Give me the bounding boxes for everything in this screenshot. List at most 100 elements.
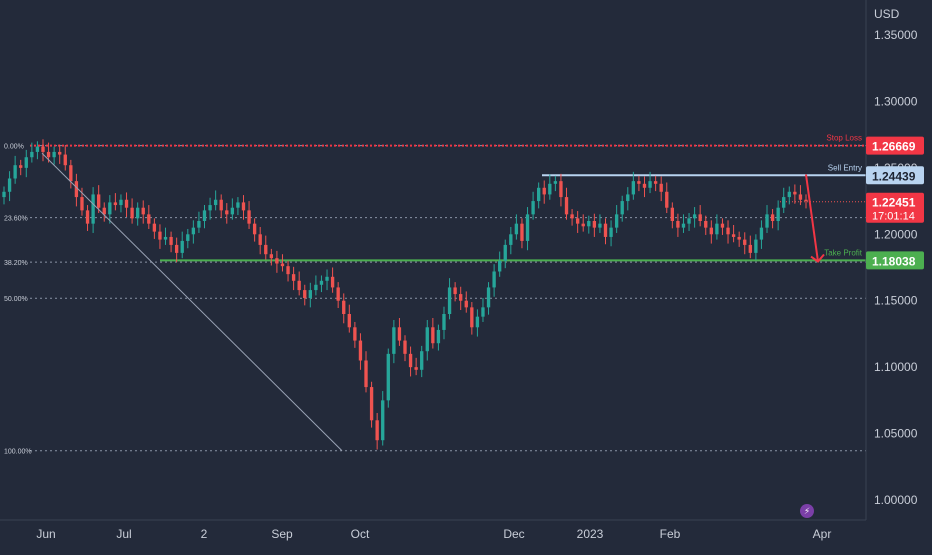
- candle-body: [342, 300, 346, 314]
- candle-body: [631, 181, 636, 195]
- candle-body: [748, 244, 752, 253]
- candle-body: [230, 207, 235, 215]
- candle-body: [7, 178, 12, 192]
- candle-body: [381, 400, 385, 441]
- candle-body: [174, 244, 179, 253]
- x-tick-label: Jun: [36, 527, 55, 541]
- y-tick-label: 1.20000: [874, 227, 918, 241]
- candle-body: [665, 191, 669, 208]
- price-axis: USD1.350001.300001.250001.200001.150001.…: [865, 0, 932, 550]
- candle-body: [336, 287, 340, 301]
- candle-body: [63, 154, 67, 166]
- candle-body: [575, 218, 580, 224]
- candle-body: [464, 300, 468, 308]
- fib-trend-line[interactable]: [41, 152, 343, 452]
- candle-body: [30, 151, 34, 158]
- x-tick-label: Dec: [503, 527, 524, 541]
- candle-body: [191, 227, 196, 235]
- trade-levels: Stop Loss Sell Entry Take Profit: [30, 134, 866, 262]
- current-price-tag[interactable]: [866, 192, 924, 223]
- candle-body: [397, 327, 402, 341]
- candle-body: [564, 197, 569, 215]
- candle-body: [130, 207, 134, 219]
- candle-body: [147, 214, 151, 224]
- candle-body: [91, 194, 95, 224]
- target-price-label: 1.18038: [872, 254, 916, 268]
- candle-body: [653, 181, 658, 184]
- target-level-name: Take Profit: [824, 248, 863, 257]
- candle-body: [80, 197, 84, 211]
- candle-body: [213, 199, 218, 206]
- candle-body: [470, 307, 474, 328]
- candle-body: [252, 223, 257, 235]
- candle-body: [609, 227, 613, 237]
- candle-body: [364, 360, 368, 388]
- candle-body: [520, 223, 524, 241]
- candle-body: [553, 181, 558, 184]
- candle-body: [314, 284, 318, 291]
- candle-body: [542, 187, 546, 195]
- candle-body: [793, 191, 797, 195]
- candle-body: [403, 340, 407, 354]
- price-axis-panel[interactable]: [866, 0, 932, 550]
- candle-body: [442, 314, 446, 330]
- candle-body: [308, 290, 312, 299]
- y-tick-label: 1.05000: [874, 427, 918, 441]
- candle-body: [798, 194, 803, 200]
- candle-body: [726, 227, 730, 235]
- lightning-icon[interactable]: ⚡: [800, 504, 814, 518]
- x-tick-label: 2: [201, 527, 208, 541]
- candle-body: [158, 231, 162, 240]
- candle-body: [69, 165, 73, 182]
- candle-body: [219, 199, 223, 211]
- candle-body: [269, 254, 274, 259]
- fib-label: 100.00%: [4, 449, 32, 456]
- candle-body: [420, 351, 424, 370]
- candle-body: [297, 280, 301, 291]
- candle-body: [152, 223, 157, 232]
- fib-label: 38.20%: [4, 260, 28, 267]
- candle-body: [186, 234, 190, 241]
- fib-label: 23.60%: [4, 216, 28, 223]
- candle-body: [275, 258, 279, 264]
- entry-price-label: 1.24439: [872, 169, 916, 183]
- candle-body: [236, 202, 240, 208]
- candle-body: [241, 202, 246, 211]
- candle-body: [163, 236, 168, 240]
- fib-label: 0.00%: [4, 144, 24, 151]
- candle-body: [124, 199, 129, 208]
- candle-body: [436, 329, 441, 344]
- candle-body: [19, 165, 23, 168]
- candle-body: [731, 234, 736, 237]
- candle-body: [498, 260, 502, 272]
- candle-body: [715, 223, 719, 235]
- candle-body: [765, 214, 769, 228]
- candle-body: [319, 280, 324, 285]
- candle-body: [787, 191, 791, 198]
- target-price-tag[interactable]: [866, 251, 924, 270]
- projection-arrow[interactable]: [805, 174, 819, 262]
- candle-body: [24, 157, 28, 168]
- candle-body: [258, 234, 262, 245]
- candle-body: [492, 271, 496, 288]
- candle-body: [119, 199, 123, 206]
- candle-body: [620, 201, 624, 215]
- candle-body: [264, 244, 268, 255]
- candle-body: [102, 207, 106, 215]
- candle-body: [670, 207, 675, 221]
- fib-label: 50.00%: [4, 296, 28, 303]
- candle-body: [113, 202, 118, 206]
- x-tick-label: Jul: [116, 527, 131, 541]
- candle-body: [13, 165, 17, 179]
- candle-body: [46, 151, 51, 158]
- candle-body: [169, 236, 173, 245]
- candle-body: [58, 151, 62, 155]
- candle-body: [770, 214, 775, 221]
- candle-body: [35, 146, 40, 152]
- y-tick-label: 1.30000: [874, 94, 918, 108]
- entry-price-tag[interactable]: [866, 166, 924, 185]
- candle-body: [247, 210, 251, 224]
- entry-level-name: Sell Entry: [828, 163, 862, 172]
- stop-price-tag[interactable]: [866, 136, 924, 155]
